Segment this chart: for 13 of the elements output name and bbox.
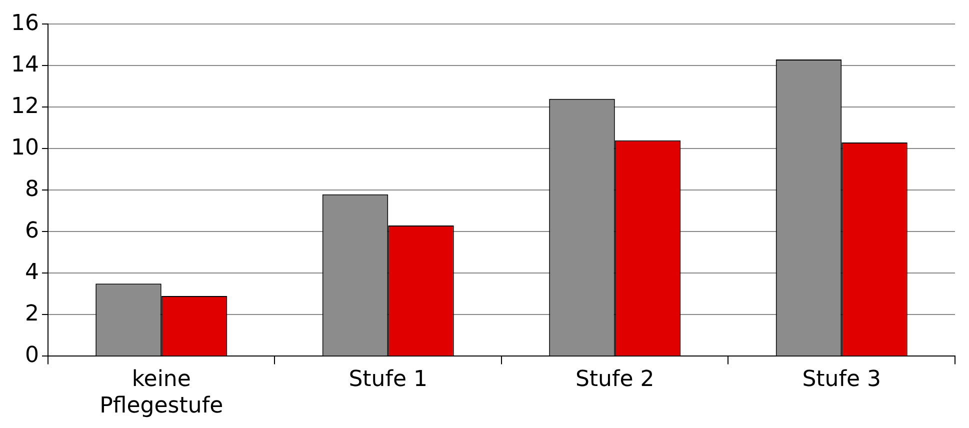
x-tick-label: keine Pflegestufe	[100, 367, 224, 419]
x-tick-label: Stufe 3	[802, 367, 882, 392]
x-tick-label: Stufe 2	[575, 367, 654, 392]
y-tick-label: 10	[10, 135, 39, 160]
y-tick-label: 4	[24, 260, 39, 285]
y-tick-label: 16	[10, 10, 39, 36]
y-tick-label: 6	[24, 218, 39, 244]
x-tick-label: Stufe 1	[348, 367, 428, 392]
y-tick-label: 8	[24, 176, 39, 202]
y-tick-label: 2	[24, 301, 39, 326]
y-tick-label: 12	[10, 94, 39, 119]
y-tick-label: 14	[10, 52, 39, 78]
y-tick-label: 0	[24, 342, 39, 368]
